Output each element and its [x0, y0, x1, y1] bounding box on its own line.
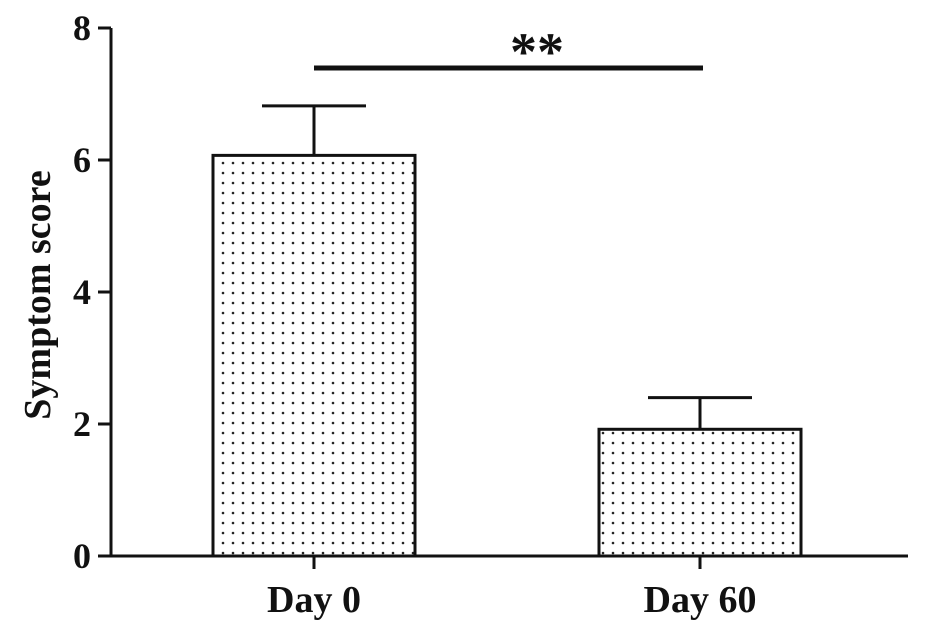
y-tick-label: 6 [73, 140, 91, 180]
y-axis: 0 2 4 6 8 [73, 8, 113, 576]
y-ticks: 0 2 4 6 8 [73, 8, 111, 576]
bar [597, 427, 803, 558]
y-tick-label: 2 [73, 404, 91, 444]
significance-label: ** [510, 22, 564, 82]
x-tick-label: Day 0 [267, 579, 361, 621]
bar [211, 153, 417, 558]
y-tick-label: 4 [73, 272, 91, 312]
error-bars [262, 104, 752, 430]
x-tick-label: Day 60 [644, 579, 757, 621]
y-tick-label: 0 [73, 536, 91, 576]
y-tick-label: 8 [73, 8, 91, 48]
bars [211, 153, 803, 558]
x-axis: Day 0 Day 60 [109, 554, 908, 621]
y-axis-title: Symptom score [17, 170, 59, 419]
x-ticks: Day 0 Day 60 [267, 556, 756, 621]
significance-annotation: ** [314, 22, 703, 82]
